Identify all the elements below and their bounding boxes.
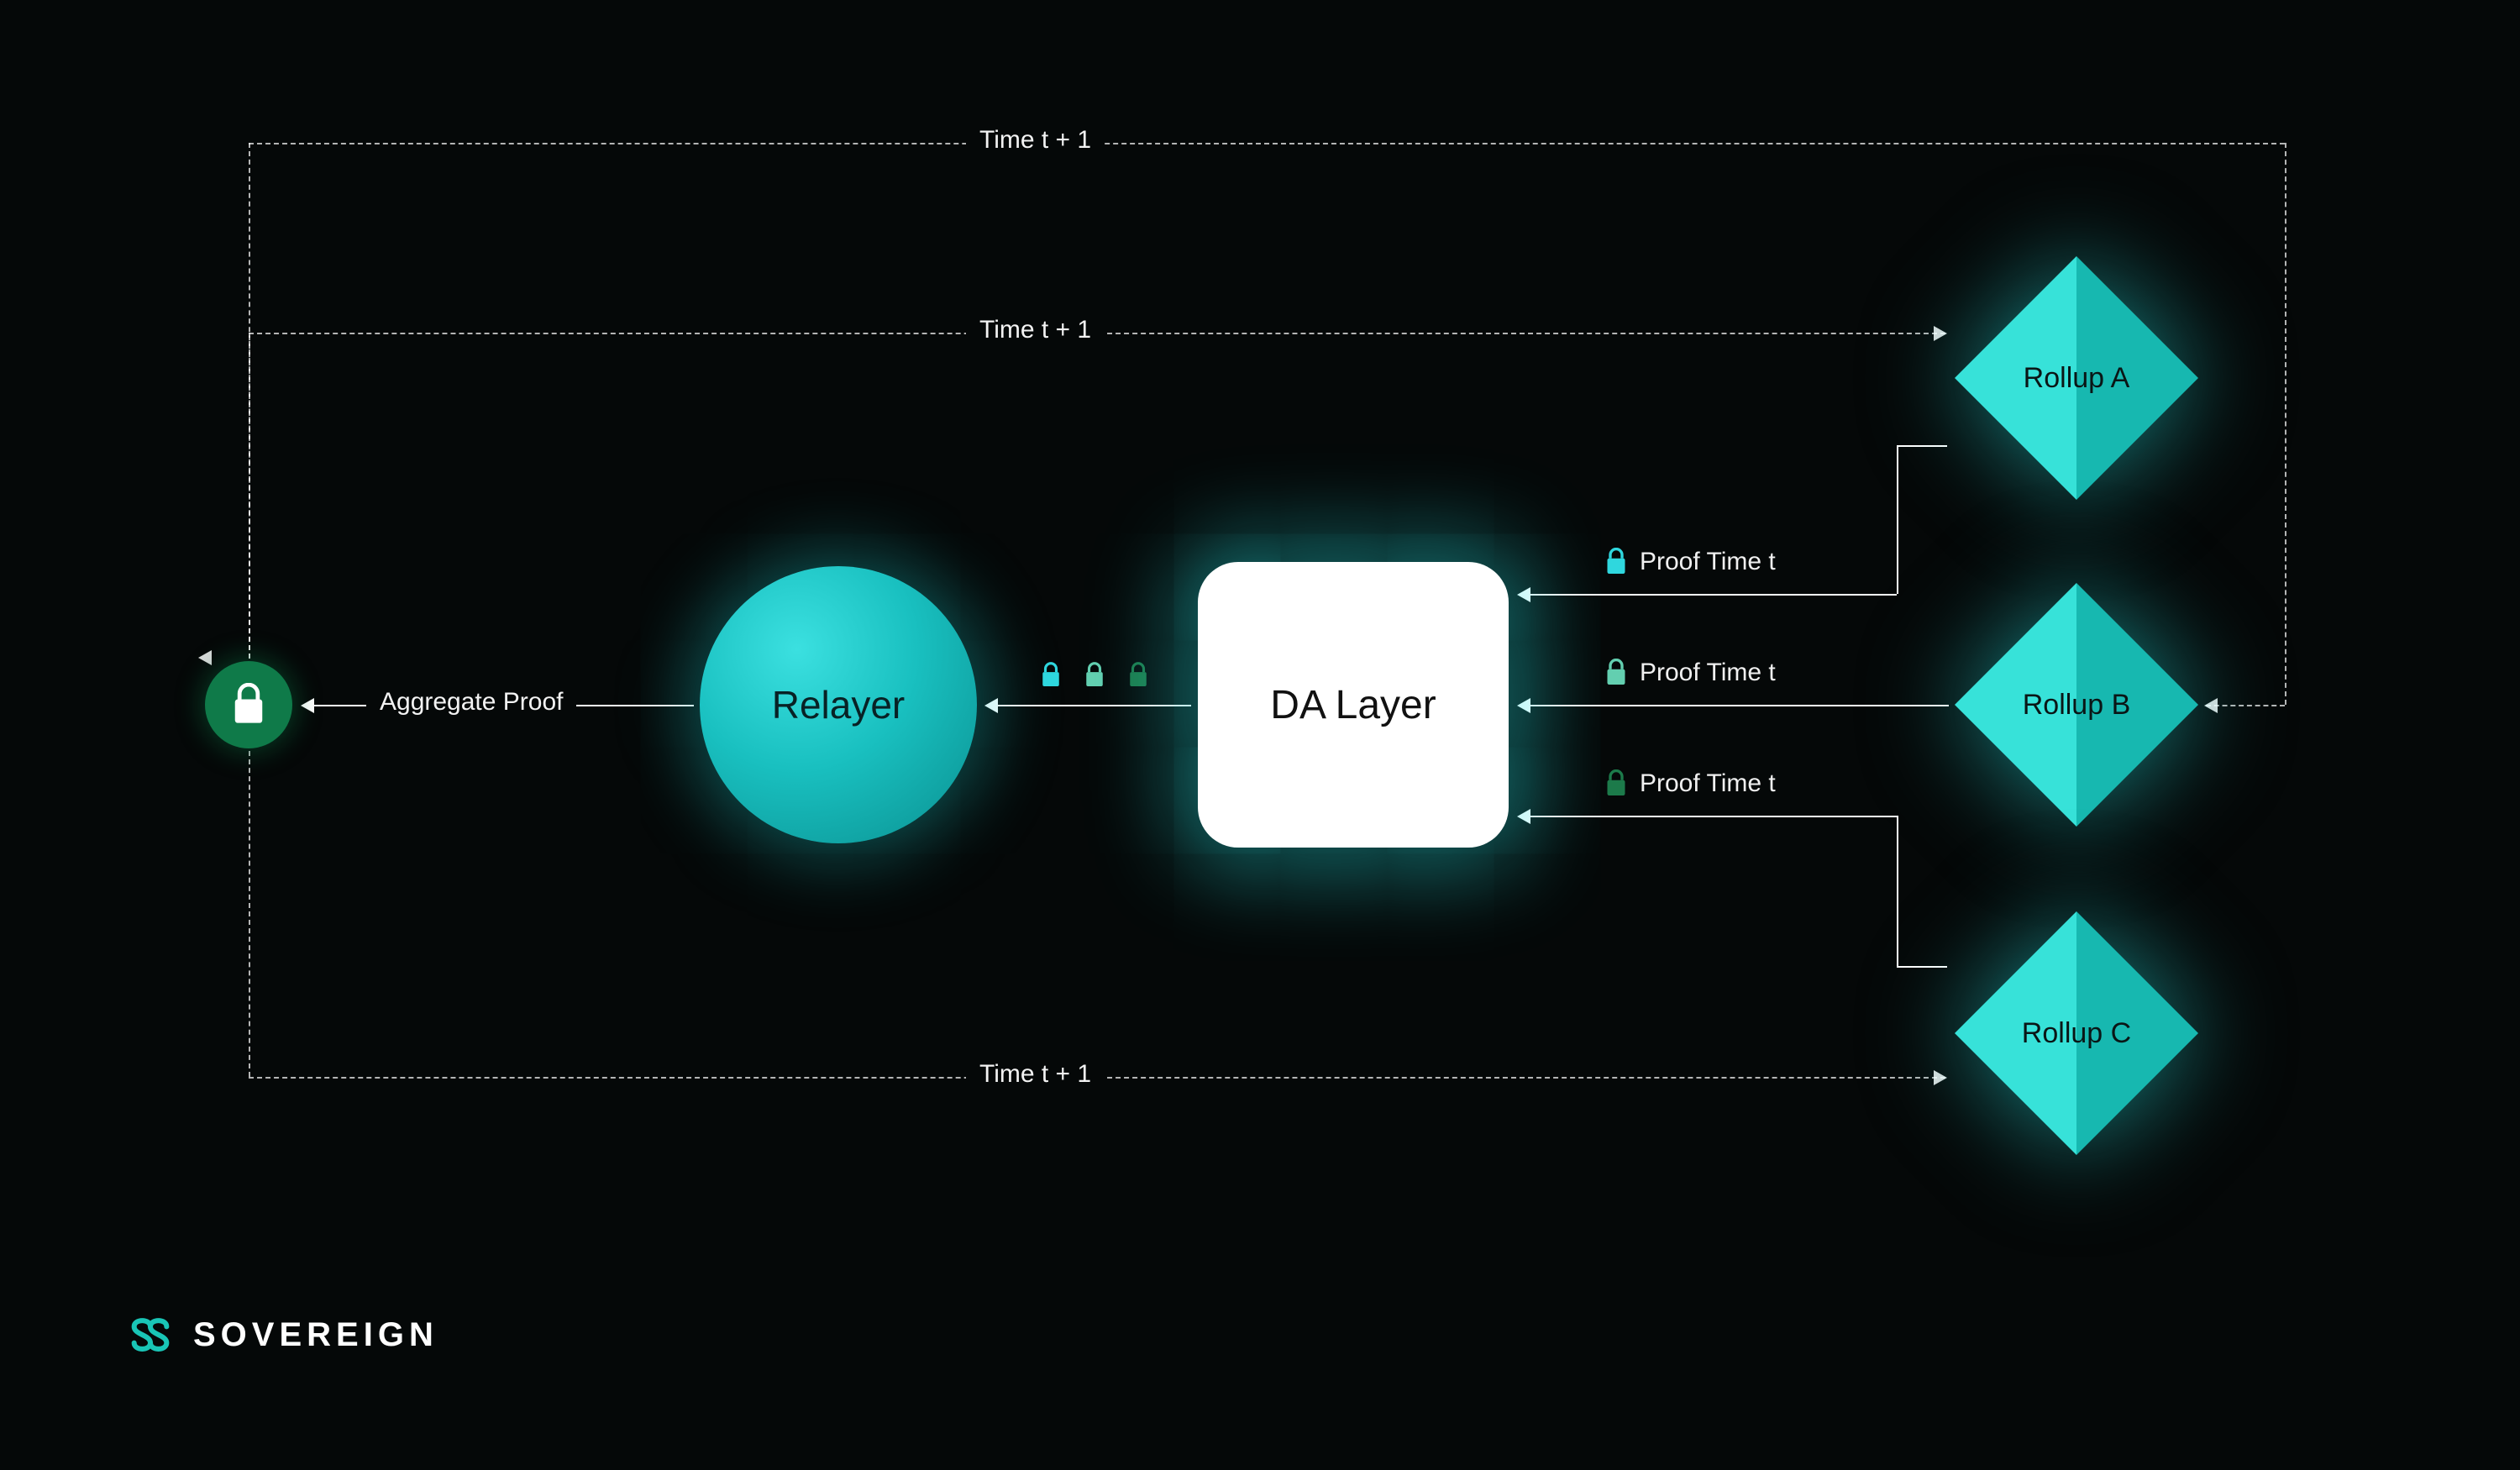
lock-icon [230, 683, 267, 727]
mini-lock-3 [1127, 662, 1149, 689]
proof-a-stub [1897, 445, 1947, 447]
rollup-b-label: Rollup B [1955, 583, 2198, 827]
rollup-c-node: Rollup C [1955, 911, 2198, 1155]
rollup-a-node: Rollup A [1955, 256, 2198, 500]
brand-name: SOVEREIGN [193, 1316, 438, 1354]
lock-icon [1604, 659, 1628, 687]
rollup-a-label: Rollup A [1955, 256, 2198, 500]
feedback-outer-h [249, 143, 2285, 144]
relayer-label: Relayer [772, 682, 906, 727]
proof-a-label: Proof Time t [1604, 548, 1776, 576]
feedback-outer-label: Time t + 1 [966, 126, 1105, 155]
mini-lock-1 [1040, 662, 1062, 689]
feedback-inner-label: Time t + 1 [966, 316, 1105, 344]
mini-lock-2 [1084, 662, 1105, 689]
proof-a-vert [1897, 445, 1898, 594]
lock-icon [1604, 769, 1628, 798]
proof-b-text: Proof Time t [1640, 659, 1776, 687]
feedback-outer-into-b [2206, 705, 2285, 706]
proof-a-text: Proof Time t [1640, 548, 1776, 576]
aggregate-label: Aggregate Proof [366, 688, 576, 717]
da-layer-node: DA Layer [1198, 562, 1509, 848]
lock-icon [1604, 548, 1628, 576]
feedback-outer-v-right [2285, 143, 2286, 705]
sovereign-logo-icon [126, 1310, 175, 1359]
da-layer-label: DA Layer [1270, 682, 1436, 728]
proof-c-edge [1519, 816, 1897, 817]
proof-c-vert [1897, 816, 1898, 966]
feedback-inner-v-left [249, 333, 250, 659]
proof-b-label: Proof Time t [1604, 659, 1776, 687]
relayer-node: Relayer [700, 566, 977, 843]
diagram-canvas: Time t + 1 Time t + 1 Time t + 1 Proof T… [0, 0, 2520, 1470]
proof-c-label: Proof Time t [1604, 769, 1776, 798]
feedback-bottom-label: Time t + 1 [966, 1060, 1105, 1089]
rollup-c-label: Rollup C [1955, 911, 2198, 1155]
proof-b-edge [1519, 705, 1949, 706]
proof-a-edge [1519, 594, 1897, 596]
proof-c-stub [1897, 966, 1947, 968]
da-to-relayer-edge [986, 705, 1191, 706]
proof-c-text: Proof Time t [1640, 769, 1776, 798]
feedback-bottom-v-left [249, 751, 250, 1077]
rollup-b-node: Rollup B [1955, 583, 2198, 827]
aggregate-lock-node [205, 661, 292, 748]
brand-logo: SOVEREIGN [126, 1310, 438, 1359]
